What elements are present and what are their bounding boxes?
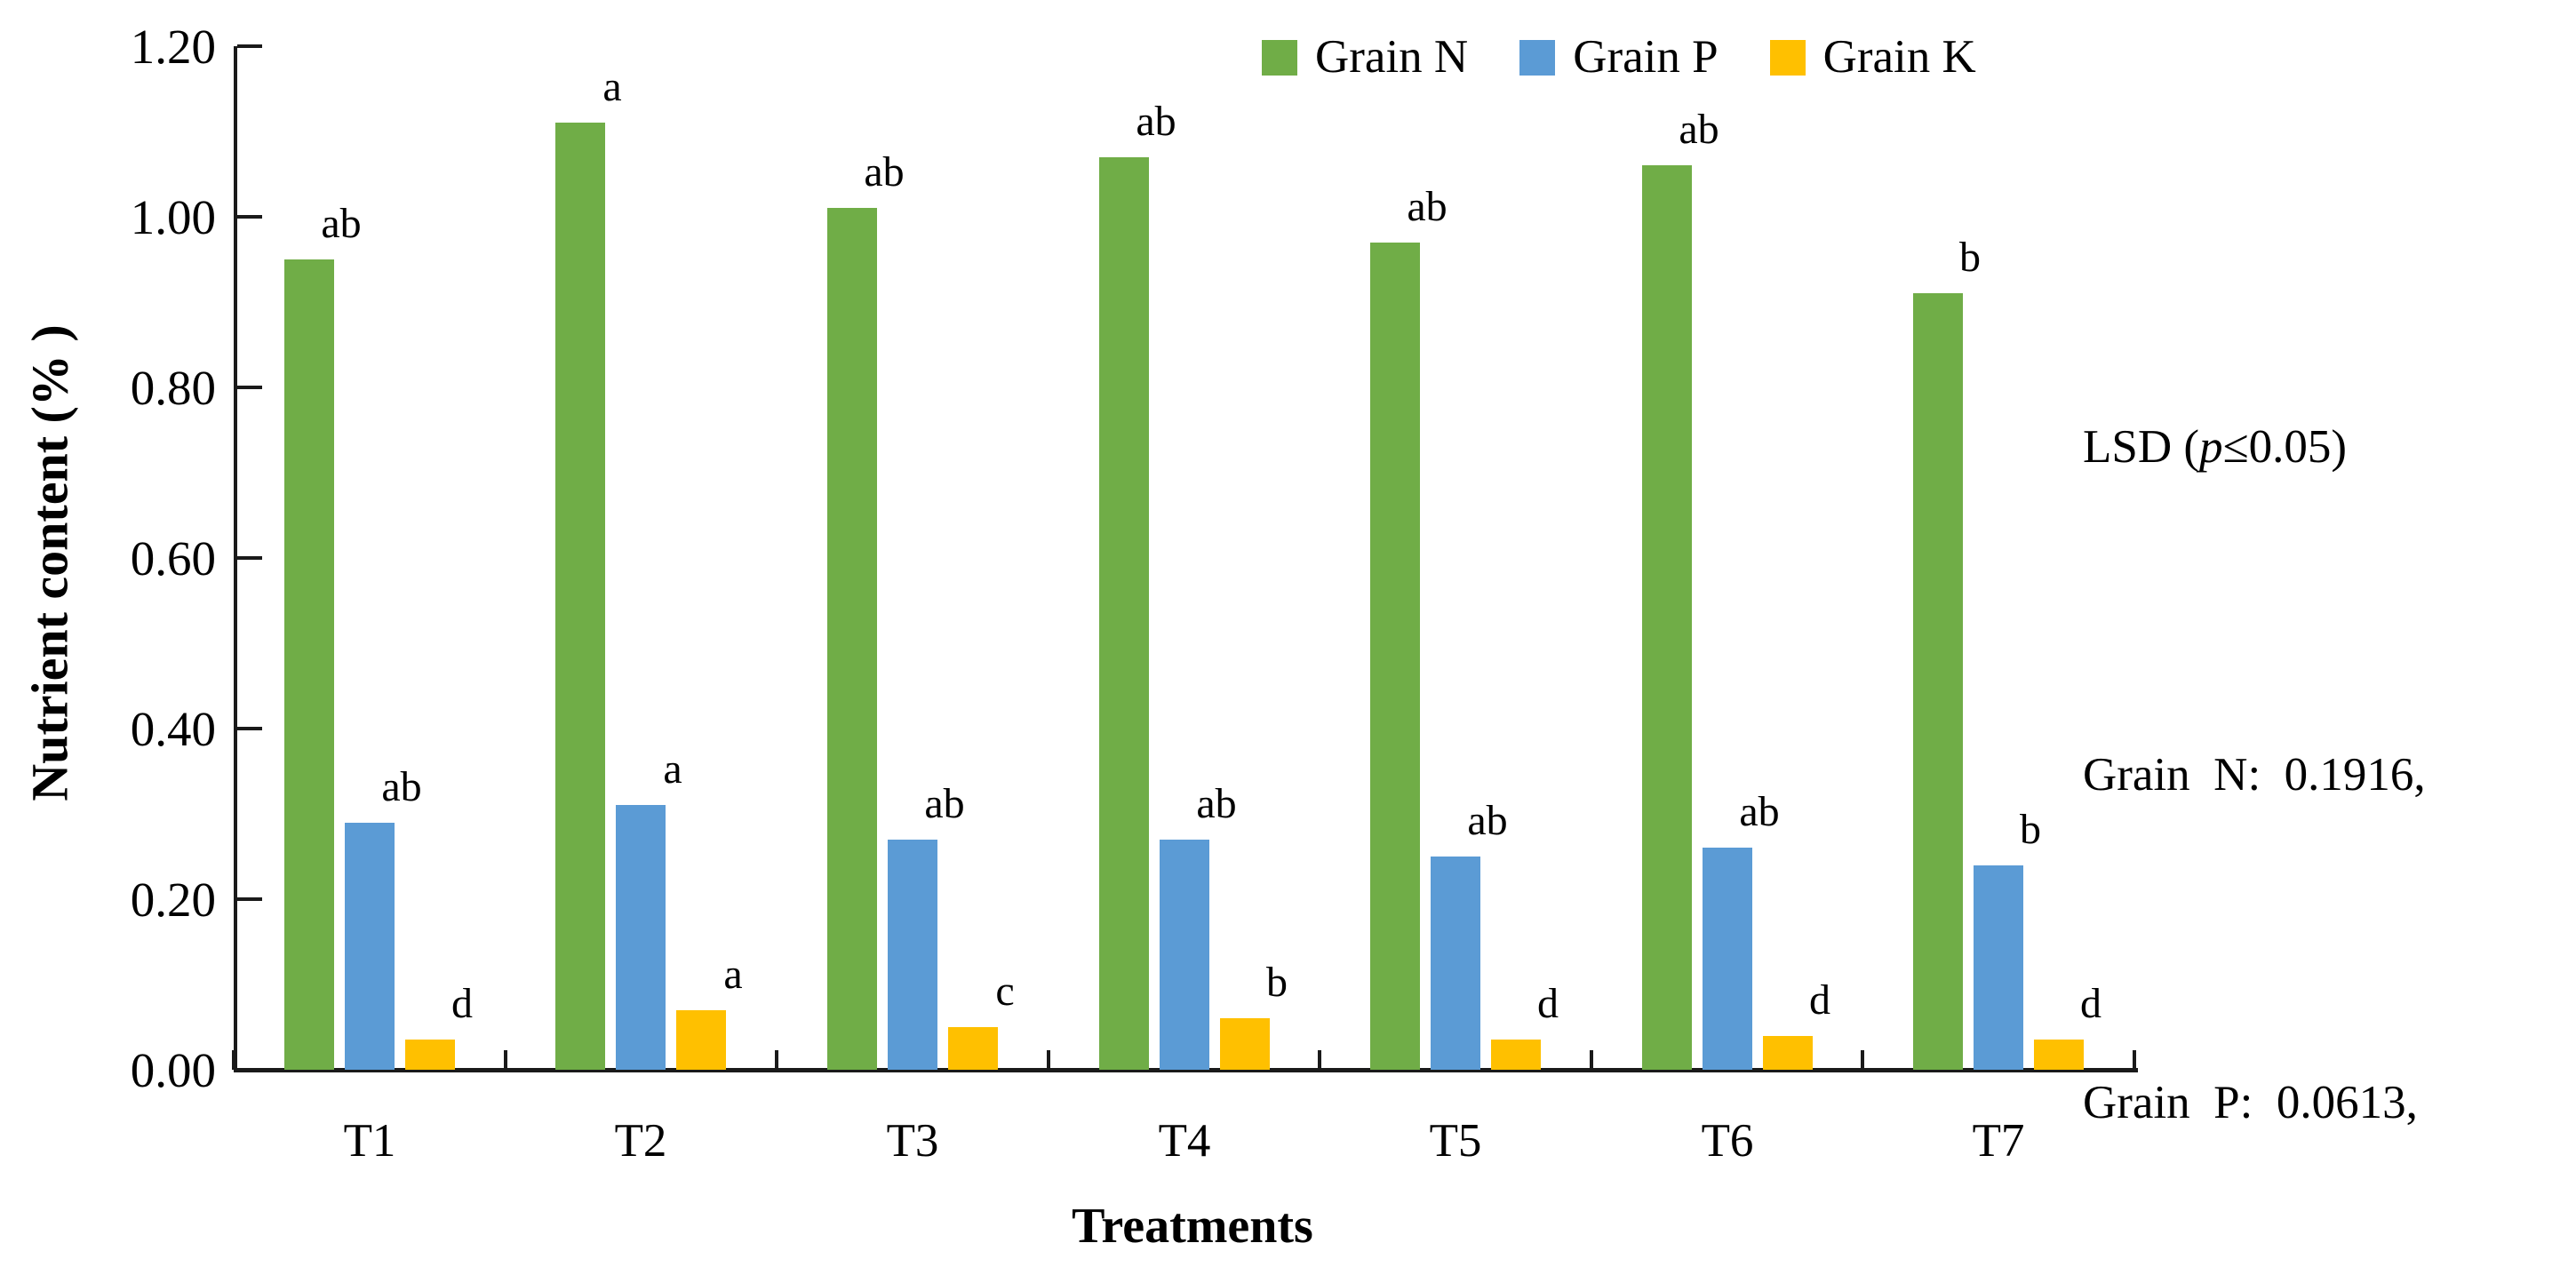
bar-grain-k-t7 xyxy=(2034,1040,2084,1070)
lsd-annotation: LSD (p≤0.05) Grain N: 0.1916, Grain P: 0… xyxy=(2083,174,2426,1267)
x-category-label-t7: T7 xyxy=(1972,1115,2025,1167)
legend-item-grain-k: Grain K xyxy=(1769,31,1976,83)
x-category-label-t6: T6 xyxy=(1701,1115,1754,1167)
y-tick-label: 1.00 xyxy=(130,190,216,244)
legend-swatch-grain-n-icon xyxy=(1262,39,1297,76)
lsd-title: LSD (p≤0.05) xyxy=(2083,393,2426,502)
bar-grain-n-t4 xyxy=(1099,157,1149,1070)
sig-letter-grain-p-t2: a xyxy=(663,745,682,793)
x-axis-line xyxy=(234,1068,2138,1072)
bar-grain-p-t5 xyxy=(1431,857,1480,1070)
bar-grain-p-t6 xyxy=(1703,848,1752,1070)
sig-letter-grain-p-t4: ab xyxy=(1196,780,1237,827)
sig-letter-grain-k-t4: b xyxy=(1266,959,1288,1006)
y-tick-mark xyxy=(237,897,262,901)
bar-grain-k-t2 xyxy=(676,1010,726,1070)
sig-letter-grain-p-t5: ab xyxy=(1467,797,1508,844)
sig-letter-grain-p-t7: b xyxy=(2020,806,2041,853)
lsd-title-prefix: LSD ( xyxy=(2083,421,2200,473)
sig-letter-grain-k-t5: d xyxy=(1537,980,1559,1027)
lsd-title-suffix: ≤0.05) xyxy=(2222,421,2348,473)
sig-letter-grain-p-t6: ab xyxy=(1739,788,1780,835)
bar-grain-k-t3 xyxy=(948,1027,998,1070)
bar-grain-n-t6 xyxy=(1642,165,1692,1070)
bar-grain-n-t1 xyxy=(284,259,334,1070)
x-tick-mark xyxy=(1589,1050,1593,1070)
x-tick-mark xyxy=(1318,1050,1322,1070)
sig-letter-grain-n-t3: ab xyxy=(864,148,905,195)
lsd-line-grain-p: Grain P: 0.0613, xyxy=(2083,1077,2418,1128)
bar-grain-p-t2 xyxy=(616,805,666,1070)
legend-swatch-grain-k-icon xyxy=(1769,39,1806,76)
sig-letter-grain-n-t5: ab xyxy=(1407,183,1448,230)
legend: Grain N Grain P Grain K xyxy=(1262,34,1976,81)
legend-label-grain-p: Grain P xyxy=(1573,31,1719,83)
lsd-title-p: p xyxy=(2199,421,2223,473)
y-tick-label: 1.20 xyxy=(130,20,216,74)
sig-letter-grain-p-t3: ab xyxy=(924,780,965,827)
bar-grain-k-t4 xyxy=(1220,1018,1270,1070)
bar-grain-n-t2 xyxy=(555,123,605,1070)
sig-letter-grain-n-t7: b xyxy=(1959,234,1981,281)
bar-grain-k-t6 xyxy=(1763,1036,1813,1070)
lsd-line-grain-n: Grain N: 0.1916, xyxy=(2083,749,2426,801)
x-tick-mark xyxy=(232,1050,235,1070)
x-tick-mark xyxy=(503,1050,507,1070)
bar-grain-n-t5 xyxy=(1370,243,1420,1070)
bar-grain-p-t3 xyxy=(888,840,937,1070)
sig-letter-grain-p-t1: ab xyxy=(381,763,422,810)
bar-grain-p-t4 xyxy=(1160,840,1209,1070)
x-tick-mark xyxy=(1861,1050,1865,1070)
sig-letter-grain-k-t3: c xyxy=(995,968,1015,1015)
y-tick-mark xyxy=(237,215,262,219)
bar-grain-k-t5 xyxy=(1491,1040,1541,1070)
x-category-label-t3: T3 xyxy=(886,1115,939,1167)
sig-letter-grain-n-t4: ab xyxy=(1136,98,1176,145)
y-tick-label: 0.00 xyxy=(130,1043,216,1097)
bar-grain-n-t3 xyxy=(827,208,877,1070)
y-axis-line xyxy=(234,46,237,1070)
bar-grain-p-t1 xyxy=(345,823,395,1070)
x-tick-mark xyxy=(2133,1050,2136,1070)
sig-letter-grain-k-t1: d xyxy=(451,980,473,1027)
legend-item-grain-p: Grain P xyxy=(1519,31,1719,83)
bar-grain-p-t7 xyxy=(1974,865,2023,1070)
y-tick-label: 0.40 xyxy=(130,702,216,756)
legend-label-grain-k: Grain K xyxy=(1822,31,1976,83)
x-category-label-t2: T2 xyxy=(614,1115,667,1167)
sig-letter-grain-n-t2: a xyxy=(602,63,622,110)
bar-grain-k-t1 xyxy=(405,1040,455,1070)
x-axis-title: Treatments xyxy=(1072,1199,1313,1254)
x-tick-mark xyxy=(775,1050,779,1070)
legend-label-grain-n: Grain N xyxy=(1315,31,1469,83)
y-tick-label: 0.60 xyxy=(130,531,216,586)
y-tick-label: 0.80 xyxy=(130,361,216,415)
sig-letter-grain-n-t1: ab xyxy=(321,200,362,247)
x-category-label-t1: T1 xyxy=(343,1115,396,1167)
y-tick-mark xyxy=(237,727,262,730)
sig-letter-grain-k-t7: d xyxy=(2080,980,2101,1027)
y-tick-label: 0.20 xyxy=(130,873,216,927)
y-tick-mark xyxy=(237,44,262,48)
x-category-label-t4: T4 xyxy=(1158,1115,1211,1167)
legend-item-grain-n: Grain N xyxy=(1262,34,1468,81)
sig-letter-grain-n-t6: ab xyxy=(1679,106,1719,153)
legend-swatch-grain-p-icon xyxy=(1519,39,1556,76)
x-category-label-t5: T5 xyxy=(1429,1115,1482,1167)
y-tick-mark xyxy=(237,556,262,560)
bar-grain-n-t7 xyxy=(1913,293,1963,1070)
x-tick-mark xyxy=(1046,1050,1050,1070)
sig-letter-grain-k-t2: a xyxy=(723,951,743,998)
y-tick-mark xyxy=(237,386,262,389)
sig-letter-grain-k-t6: d xyxy=(1809,976,1830,1024)
